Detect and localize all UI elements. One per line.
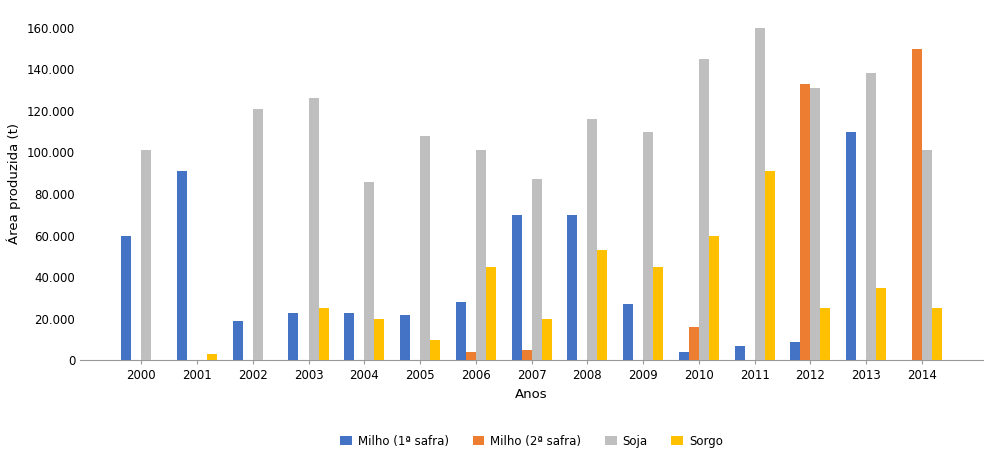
Bar [465,352,476,360]
Bar [512,215,522,360]
Bar [644,132,653,360]
Bar [689,327,699,360]
Bar [679,352,689,360]
Bar [699,59,709,360]
Bar [542,319,551,360]
Bar [764,171,775,360]
Bar [821,309,831,360]
Bar [364,182,374,360]
Bar [866,73,876,360]
Bar [735,346,744,360]
Bar [345,313,354,360]
Bar [288,313,299,360]
Bar [800,84,811,360]
Bar [932,309,942,360]
Bar [207,354,217,360]
Bar [623,304,633,360]
Bar [420,136,430,360]
Bar [319,309,329,360]
Bar [567,215,577,360]
Bar [430,340,441,360]
Bar [142,151,151,360]
Bar [846,132,856,360]
Bar [455,302,465,360]
Bar [233,321,243,360]
Bar [597,250,608,360]
Bar [709,236,719,360]
Bar [252,109,262,360]
Bar [309,98,319,360]
Bar [754,28,764,360]
Bar [177,171,187,360]
Bar [374,319,384,360]
Bar [587,119,597,360]
Y-axis label: Área produzida (t): Área produzida (t) [7,123,22,244]
Bar [522,350,532,360]
Bar [476,151,486,360]
Bar [811,88,821,360]
Bar [790,342,800,360]
Bar [876,288,886,360]
X-axis label: Anos: Anos [515,388,547,401]
Bar [653,267,663,360]
Bar [121,236,132,360]
Legend: Milho (1ª safra), Milho (2ª safra), Soja, Sorgo: Milho (1ª safra), Milho (2ª safra), Soja… [336,430,728,452]
Bar [400,315,410,360]
Bar [912,49,922,360]
Bar [922,151,932,360]
Bar [486,267,496,360]
Bar [532,180,542,360]
